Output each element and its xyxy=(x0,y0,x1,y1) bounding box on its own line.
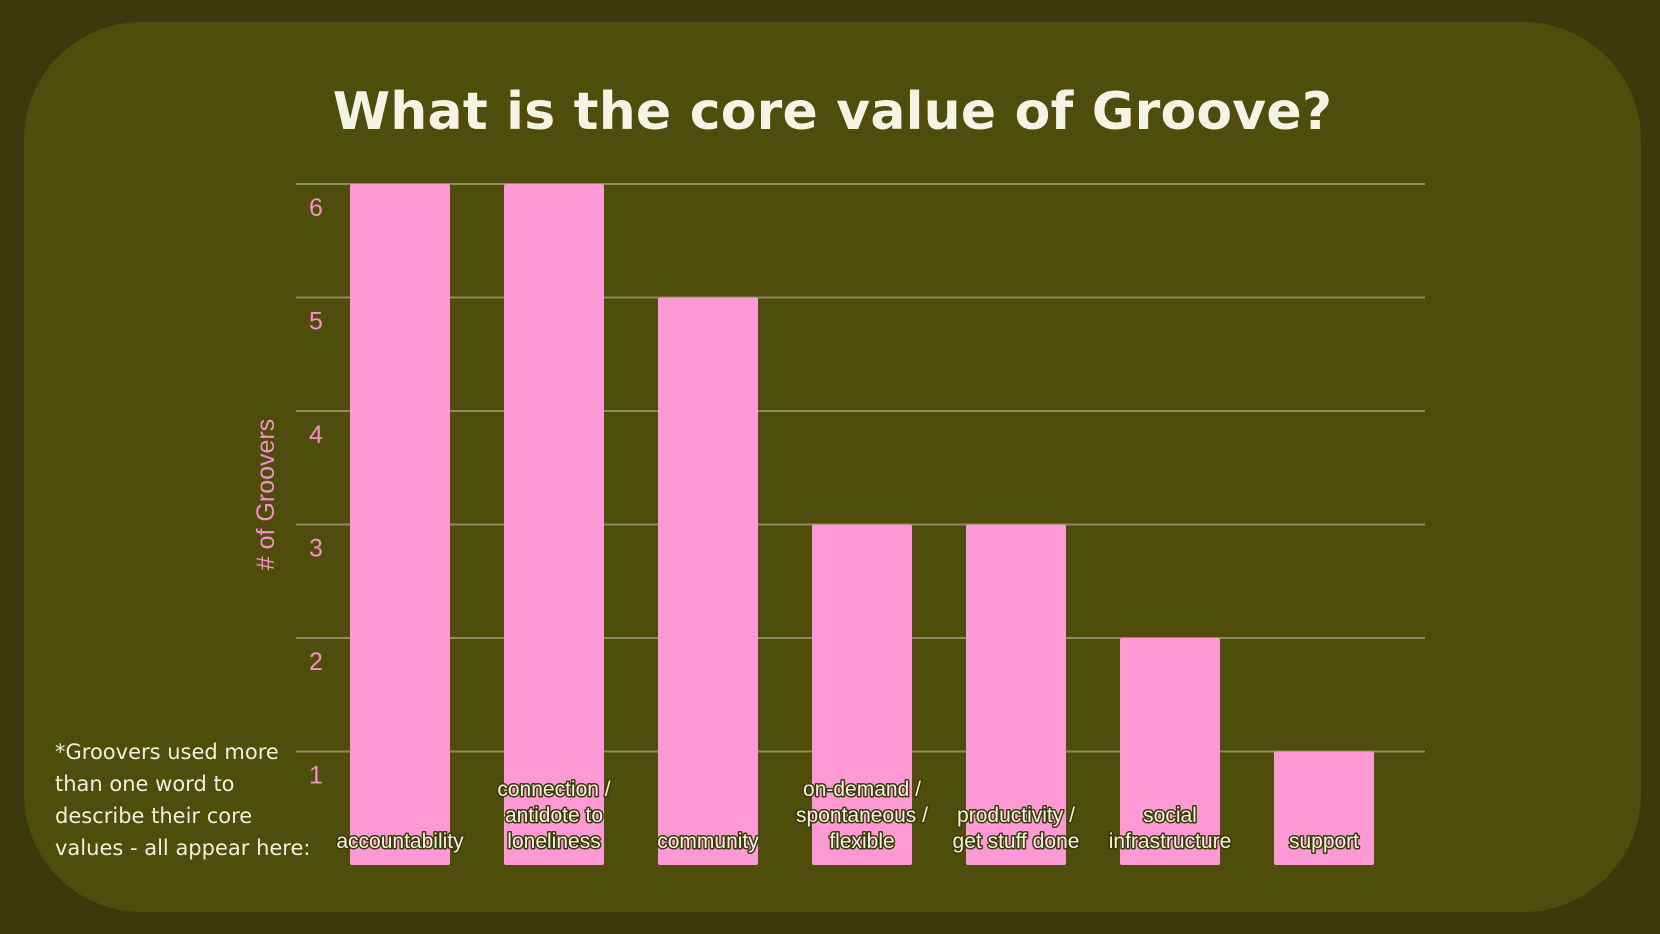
y-tick-label: 2 xyxy=(309,648,323,676)
bar xyxy=(1274,751,1374,865)
bar xyxy=(966,524,1066,865)
bar xyxy=(350,184,450,865)
bar xyxy=(658,297,758,865)
x-tick-label: social infrastructure xyxy=(1109,804,1232,853)
chart-title: What is the core value of Groove? xyxy=(332,82,1333,142)
x-tick-label: support xyxy=(1289,830,1359,853)
y-tick-label: 1 xyxy=(309,762,323,790)
x-tick-label: on-demand / spontaneous / flexible xyxy=(796,778,928,853)
x-tick-label: productivity / get stuff done xyxy=(953,804,1080,853)
footnote: *Groovers used more than one word to des… xyxy=(55,740,311,860)
y-axis-label: # of Groovers xyxy=(252,419,280,570)
y-tick-label: 4 xyxy=(309,421,323,449)
x-tick-label: community xyxy=(657,830,759,853)
y-tick-label: 5 xyxy=(309,308,323,336)
bar xyxy=(812,524,912,865)
x-tick-label: connection / antidote to loneliness xyxy=(497,778,610,853)
y-tick-label: 3 xyxy=(309,535,323,563)
x-tick-label: accountability xyxy=(336,830,464,853)
bar xyxy=(1120,638,1220,865)
y-tick-label: 6 xyxy=(309,194,323,222)
bar xyxy=(504,184,604,865)
